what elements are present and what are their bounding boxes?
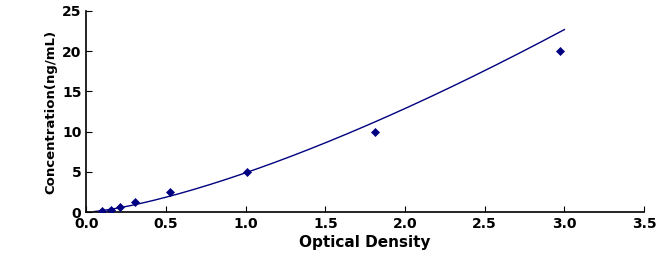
- Y-axis label: Concentration(ng/mL): Concentration(ng/mL): [44, 29, 58, 194]
- X-axis label: Optical Density: Optical Density: [299, 235, 431, 250]
